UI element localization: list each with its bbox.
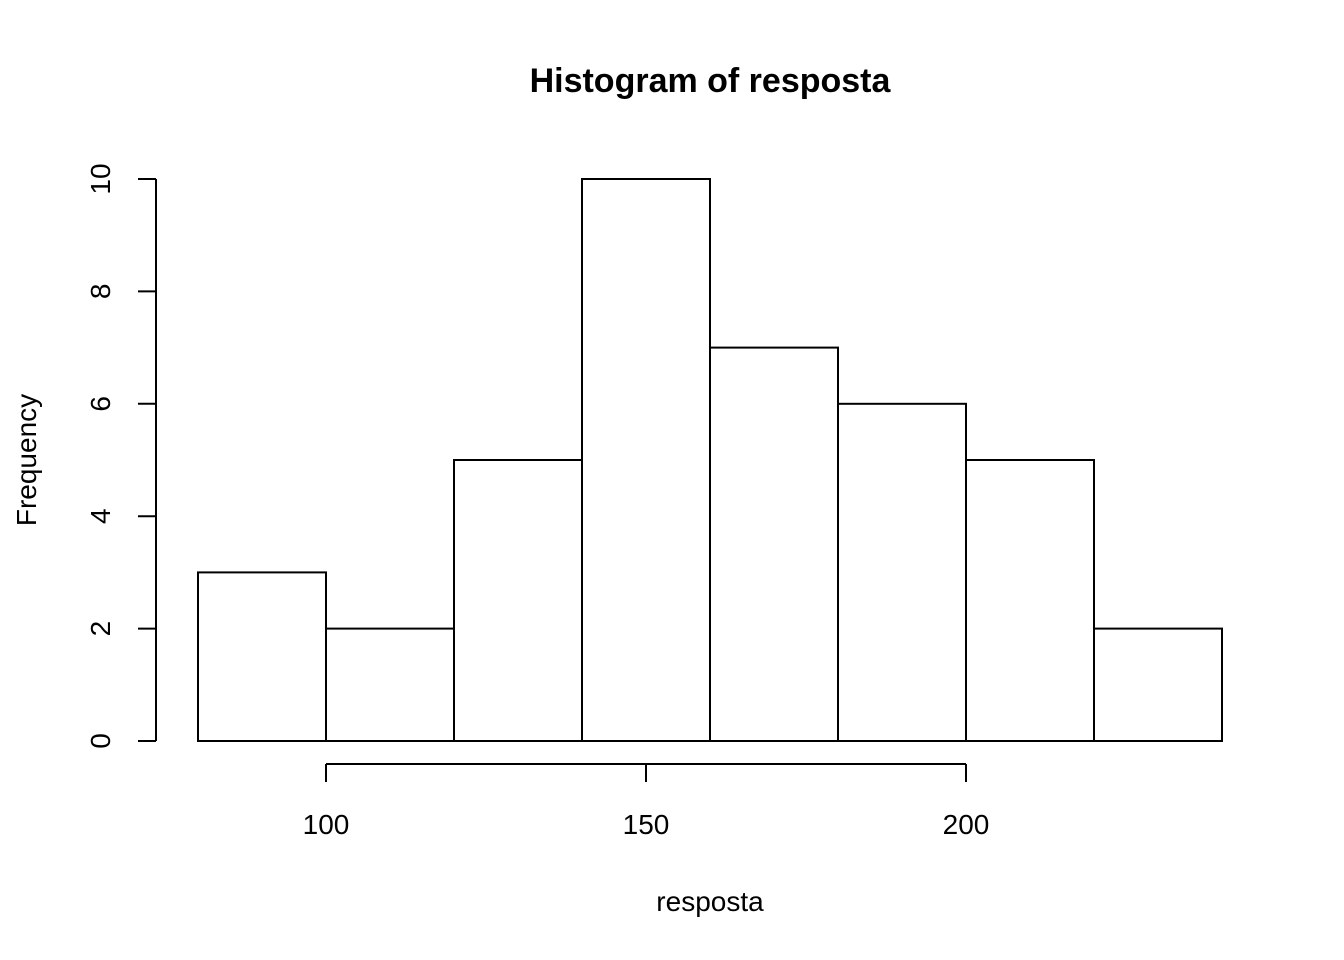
x-tick-label-0: 100 <box>303 809 350 840</box>
histogram-bar-7 <box>1093 627 1223 742</box>
x-axis-label: resposta <box>656 886 764 917</box>
histogram-bar-2 <box>453 459 583 742</box>
chart-title: Histogram of resposta <box>530 62 892 100</box>
y-tick-label-2: 4 <box>85 508 116 524</box>
y-tick-label-1: 2 <box>85 621 116 637</box>
histogram-bar-1 <box>325 627 455 742</box>
histogram-bar-3 <box>581 178 711 742</box>
histogram-bar-5 <box>837 402 967 742</box>
histogram-bar-4 <box>709 346 839 742</box>
y-axis-label: Frequency <box>11 394 42 526</box>
y-tick-label-4: 8 <box>85 284 116 300</box>
y-axis: 0 2 4 6 8 10 <box>85 163 157 749</box>
x-tick-label-2: 200 <box>943 809 990 840</box>
x-tick-label-1: 150 <box>623 809 670 840</box>
y-tick-label-3: 6 <box>85 396 116 412</box>
histogram-bar-0 <box>197 571 327 743</box>
y-tick-label-0: 0 <box>85 733 116 749</box>
x-axis: 100 150 200 <box>303 763 990 840</box>
histogram-bar-6 <box>965 459 1095 742</box>
y-tick-label-5: 10 <box>85 163 116 194</box>
bars-group <box>197 178 1223 743</box>
